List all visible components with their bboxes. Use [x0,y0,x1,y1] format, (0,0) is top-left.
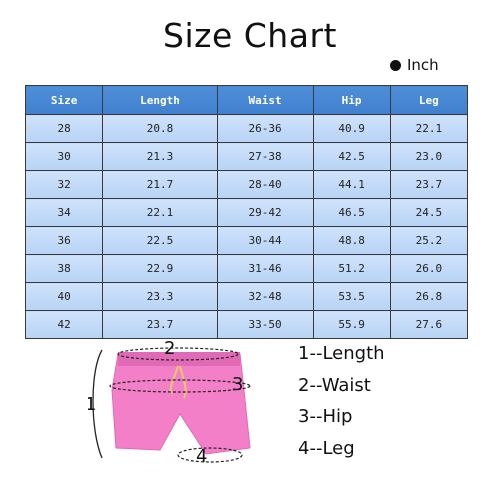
cell-length: 23.7 [102,310,218,339]
cell-leg: 24.5 [389,198,469,227]
cell-size: 30 [24,142,104,171]
cell-length: 23.3 [102,282,218,311]
table-row: 36 22.5 30-44 48.8 25.2 [24,226,469,255]
cell-size: 40 [24,282,104,311]
cell-size: 28 [24,114,104,143]
header-length: Length [102,85,218,115]
cell-waist: 26-36 [216,114,314,143]
cell-length: 22.1 [102,198,218,227]
table-row: 28 20.8 26-36 40.9 22.1 [24,114,469,143]
cell-size: 36 [24,226,104,255]
page-title: Size Chart [163,16,337,55]
size-table: Size Length Waist Hip Leg 28 20.8 26-36 … [24,85,469,339]
cell-leg: 26.0 [389,254,469,283]
cell-waist: 28-40 [216,170,314,199]
shorts-body [111,353,251,455]
header-waist: Waist [216,85,314,115]
cell-size: 42 [24,310,104,339]
measurement-legend: 1--Length 2--Waist 3--Hip 4--Leg [298,343,385,469]
table-row: 34 22.1 29-42 46.5 24.5 [24,198,469,227]
cell-hip: 55.9 [312,310,391,339]
marker-waist: 2 [164,338,175,359]
cell-hip: 48.8 [312,226,391,255]
cell-leg: 25.2 [389,226,469,255]
cell-waist: 30-44 [216,226,314,255]
shorts-illustration: 1 2 3 4 [88,338,251,467]
cell-length: 21.7 [102,170,218,199]
header-hip: Hip [312,85,391,115]
legend-item-hip: 3--Hip [298,406,353,427]
unit-indicator: Inch [390,56,439,74]
hip-ellipse [109,379,251,393]
bullet-icon [390,59,401,71]
cell-size: 34 [24,198,104,227]
cell-leg: 23.0 [389,142,469,171]
table-header-row: Size Length Waist Hip Leg [24,85,469,115]
waist-ellipse [117,347,239,361]
table-row: 30 21.3 27-38 42.5 23.0 [24,142,469,171]
cell-length: 21.3 [102,142,218,171]
table-row: 32 21.7 28-40 44.1 23.7 [24,170,469,199]
legend-item-waist: 2--Waist [298,374,371,396]
leg-ellipse [177,447,243,463]
cell-waist: 32-48 [216,282,314,311]
cell-length: 22.9 [102,254,218,283]
cell-length: 20.8 [102,114,218,143]
table-row: 40 23.3 32-48 53.5 26.8 [24,282,469,311]
cell-length: 22.5 [102,226,218,255]
header-size: Size [24,85,104,115]
cell-hip: 44.1 [312,170,391,199]
cell-hip: 40.9 [312,114,391,143]
cell-leg: 26.8 [389,282,469,311]
cell-hip: 46.5 [312,198,391,227]
cell-waist: 29-42 [216,198,314,227]
length-bracket [92,349,103,459]
table-row: 38 22.9 31-46 51.2 26.0 [24,254,469,283]
unit-label: Inch [407,56,439,74]
legend-item-length: 1--Length [298,343,385,364]
cell-leg: 23.7 [389,170,469,199]
cell-leg: 22.1 [389,114,469,143]
header-leg: Leg [389,85,469,115]
cell-waist: 33-50 [216,310,314,339]
cell-hip: 42.5 [312,142,391,171]
table-row: 42 23.7 33-50 55.9 27.6 [24,310,469,339]
cell-size: 38 [24,254,104,283]
drawstring [169,365,187,399]
cell-hip: 51.2 [312,254,391,283]
cell-size: 32 [24,170,104,199]
marker-length: 1 [88,394,96,415]
waistband [118,352,240,366]
legend-item-leg: 4--Leg [298,437,355,459]
cell-waist: 27-38 [216,142,314,171]
marker-hip: 3 [232,374,243,395]
cell-waist: 31-46 [216,254,314,283]
marker-leg: 4 [196,446,207,467]
cell-leg: 27.6 [389,310,469,339]
cell-hip: 53.5 [312,282,391,311]
